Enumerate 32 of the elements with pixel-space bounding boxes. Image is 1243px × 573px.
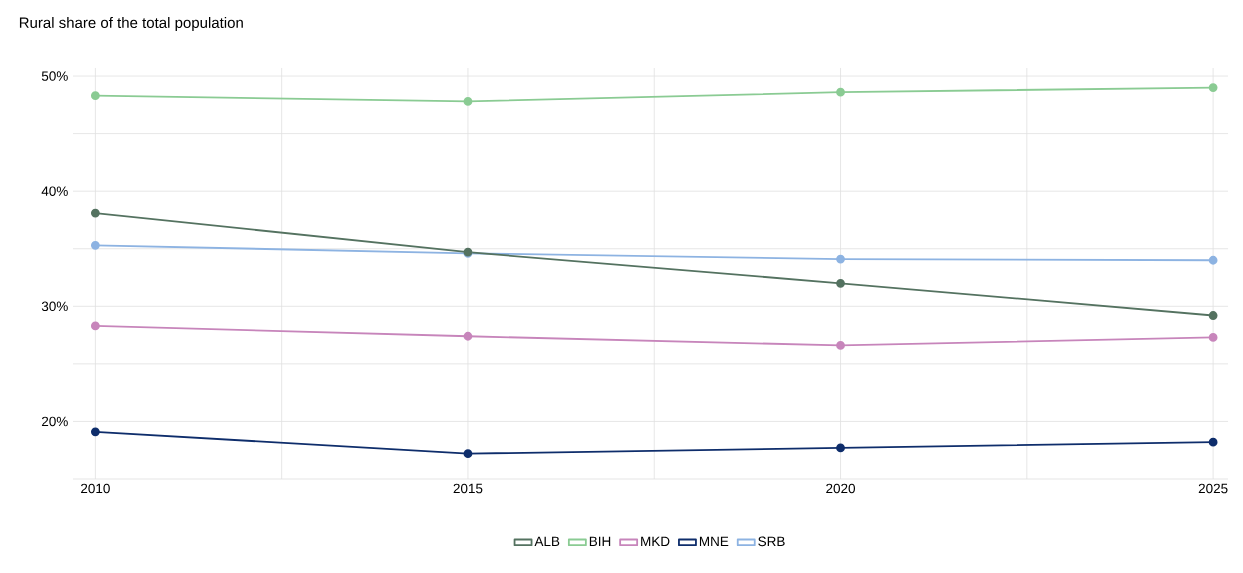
- y-tick-label: 30%: [41, 301, 68, 312]
- point: [1208, 311, 1218, 320]
- point: [463, 449, 473, 459]
- point: [836, 254, 845, 264]
- point: [90, 240, 100, 250]
- chart-title: Rural share of the total population: [19, 17, 243, 31]
- point: [1208, 255, 1218, 265]
- legend-label: MNE: [699, 536, 729, 546]
- x-tick-label: 2020: [826, 483, 856, 494]
- x-tick-label: 2015: [453, 483, 483, 494]
- point: [836, 443, 845, 453]
- point: [90, 321, 100, 331]
- point: [1208, 333, 1218, 342]
- point: [1208, 437, 1218, 447]
- x-tick-label: 2025: [1198, 483, 1228, 494]
- point: [463, 331, 473, 341]
- legend-label: BIH: [589, 536, 611, 546]
- y-tick-label: 50%: [41, 71, 68, 81]
- point: [90, 427, 100, 437]
- y-tick-label: 20%: [41, 416, 68, 427]
- legend-label: MKD: [641, 536, 670, 546]
- point: [463, 96, 473, 106]
- legend-label: ALB: [534, 536, 560, 546]
- point: [836, 341, 845, 350]
- x-tick-label: 2010: [81, 483, 110, 494]
- y-tick-label: 40%: [41, 186, 68, 196]
- legend-label: SRB: [758, 536, 785, 547]
- point: [836, 278, 845, 288]
- point: [836, 87, 845, 97]
- point: [90, 91, 100, 101]
- point: [1208, 83, 1218, 92]
- point: [90, 208, 100, 218]
